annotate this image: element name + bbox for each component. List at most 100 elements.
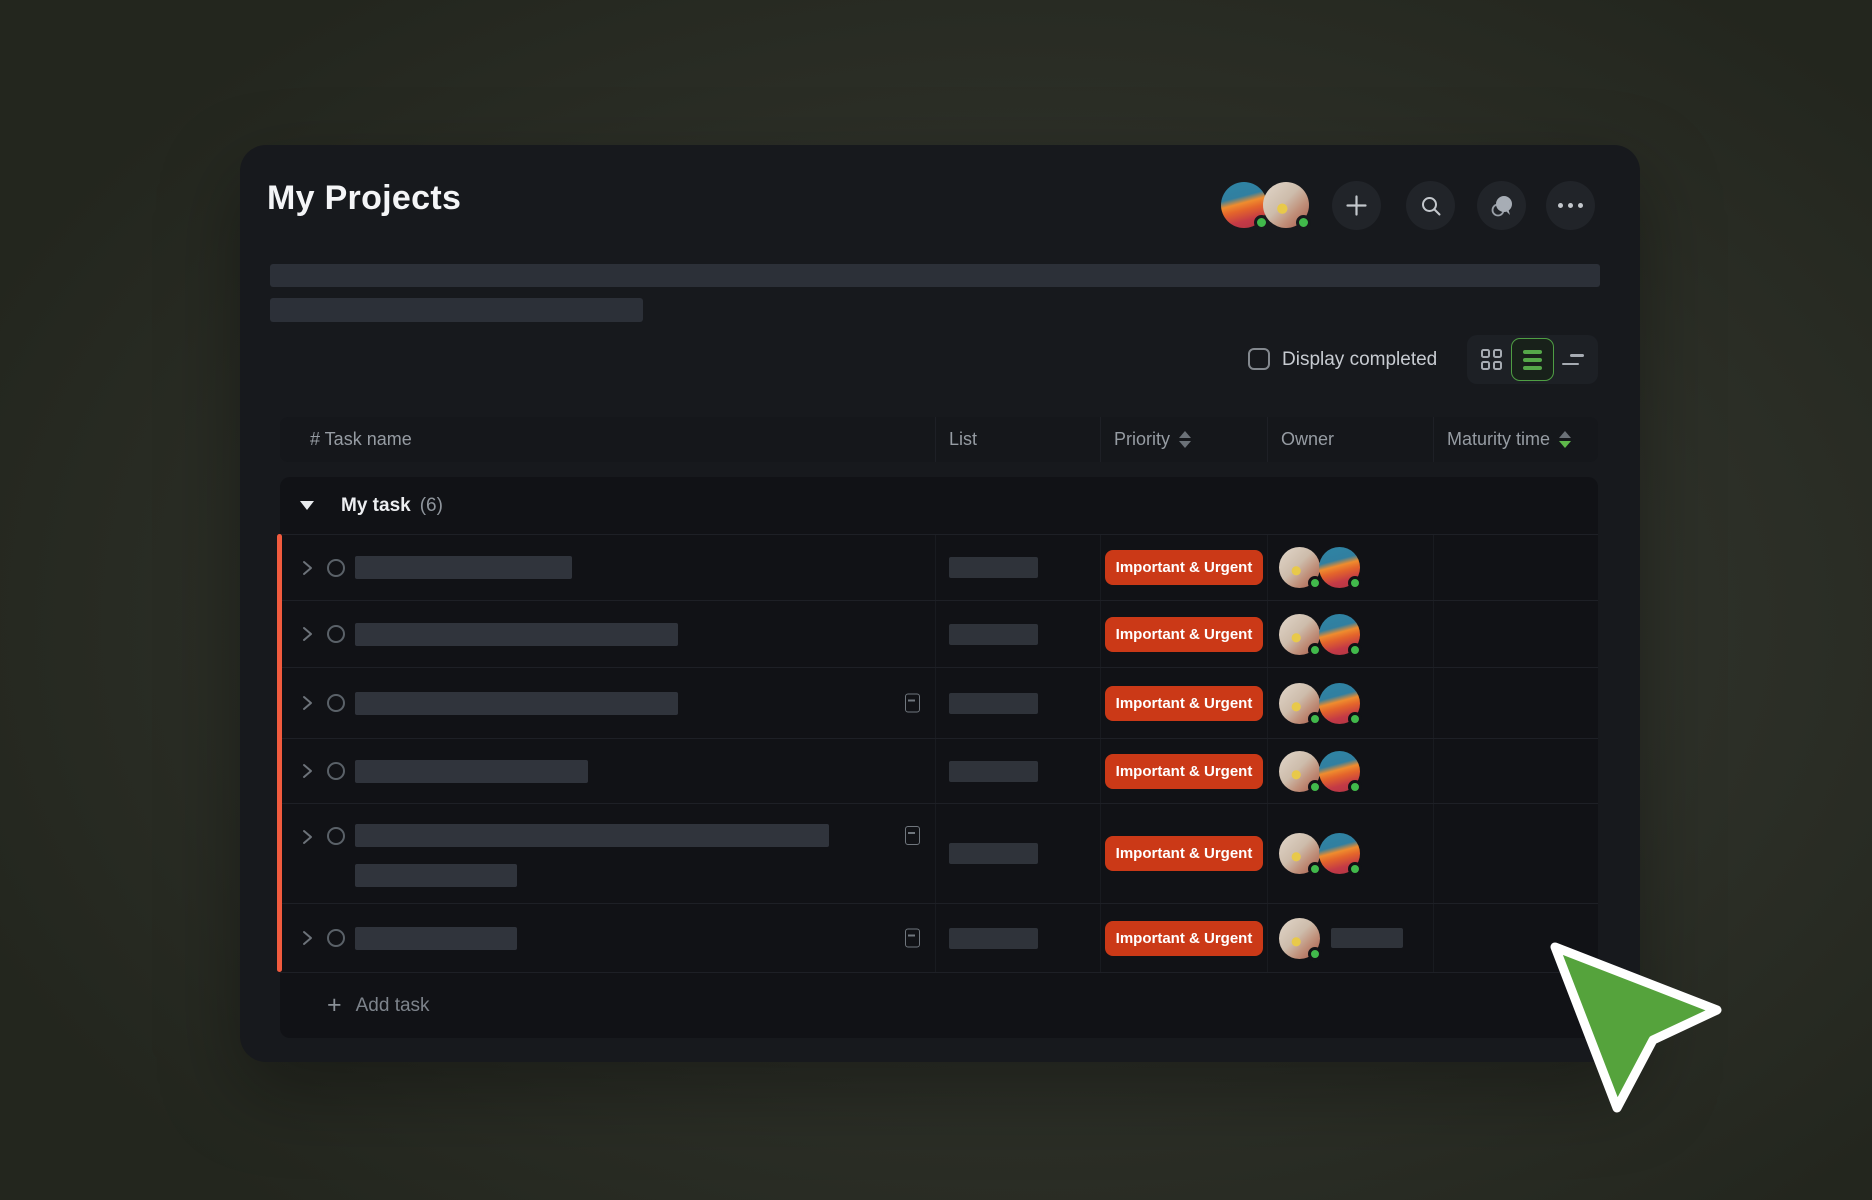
view-toggle-group [1467, 335, 1598, 384]
list-cell [935, 601, 1100, 667]
task-status-circle[interactable] [327, 762, 345, 780]
sort-icon [1179, 431, 1192, 448]
collapse-triangle-icon[interactable] [300, 501, 314, 510]
task-status-circle[interactable] [327, 929, 345, 947]
owner-avatar [1319, 547, 1362, 590]
expand-chevron-icon[interactable] [301, 626, 314, 642]
expand-chevron-icon[interactable] [301, 695, 314, 711]
expand-chevron-icon[interactable] [301, 930, 314, 946]
column-header-priority[interactable]: Priority [1100, 417, 1267, 462]
owner-cell [1267, 804, 1433, 903]
projects-panel: My Projects Display completed [240, 145, 1640, 1062]
task-title-skeleton [355, 759, 588, 783]
task-name-cell [280, 904, 935, 972]
task-row[interactable]: Important & Urgent [280, 667, 1598, 738]
group-accent-bar [277, 534, 282, 972]
chat-button[interactable] [1477, 181, 1526, 230]
column-header-maturity-time[interactable]: Maturity time [1433, 417, 1598, 462]
search-button[interactable] [1406, 181, 1455, 230]
owner-avatar [1319, 833, 1362, 876]
maturity-time-cell [1433, 535, 1598, 600]
add-button[interactable] [1332, 181, 1381, 230]
avatar[interactable] [1263, 182, 1311, 230]
owner-avatar [1279, 547, 1322, 590]
avatar[interactable] [1221, 182, 1269, 230]
task-group-row[interactable]: My task (6) [280, 477, 1598, 534]
task-row[interactable]: Important & Urgent [280, 903, 1598, 972]
owner-avatar [1319, 750, 1362, 794]
priority-cell: Important & Urgent [1100, 601, 1267, 667]
maturity-time-cell [1433, 739, 1598, 803]
owner-avatar [1279, 833, 1322, 876]
more-icon [1558, 203, 1583, 208]
priority-badge[interactable]: Important & Urgent [1104, 753, 1264, 789]
task-row[interactable]: Important & Urgent [280, 803, 1598, 903]
priority-badge[interactable]: Important & Urgent [1104, 685, 1264, 721]
owner-avatar [1319, 682, 1362, 726]
priority-cell: Important & Urgent [1100, 535, 1267, 600]
owner-cell [1267, 601, 1433, 667]
maturity-time-cell [1433, 668, 1598, 738]
owner-avatar [1279, 750, 1322, 794]
priority-badge[interactable]: Important & Urgent [1104, 836, 1264, 871]
task-name-cell [280, 739, 935, 803]
group-label: My task [341, 494, 411, 516]
more-button[interactable] [1546, 181, 1595, 230]
priority-badge[interactable]: Important & Urgent [1104, 550, 1264, 585]
owner-cell [1267, 904, 1433, 972]
column-header-list: List [935, 417, 1100, 462]
sort-view-button[interactable] [1554, 340, 1593, 380]
column-header-task-name: # Task name [310, 429, 412, 449]
task-status-circle[interactable] [327, 694, 345, 712]
note-icon [905, 928, 920, 948]
task-row[interactable]: Important & Urgent [280, 600, 1598, 667]
list-skeleton [949, 843, 1038, 864]
expand-chevron-icon[interactable] [301, 829, 314, 845]
list-cell [935, 739, 1100, 803]
grid-view-icon [1481, 349, 1503, 370]
priority-badge[interactable]: Important & Urgent [1104, 616, 1264, 652]
owner-avatar [1279, 917, 1322, 961]
owner-avatar [1279, 682, 1322, 726]
priority-cell: Important & Urgent [1100, 804, 1267, 903]
task-name-cell [280, 804, 935, 903]
task-row[interactable]: Important & Urgent [280, 738, 1598, 803]
add-task-button[interactable]: + Add task [280, 972, 1598, 1038]
task-name-cell [280, 668, 935, 738]
list-skeleton [949, 927, 1038, 949]
task-status-circle[interactable] [327, 625, 345, 643]
task-table-body: My task (6) Important & Urgent Important … [280, 477, 1598, 1038]
task-name-cell [280, 535, 935, 600]
owner-cell [1267, 535, 1433, 600]
task-name-cell [280, 601, 935, 667]
list-cell [935, 804, 1100, 903]
task-status-circle[interactable] [327, 558, 345, 577]
column-header-owner: Owner [1267, 417, 1433, 462]
maturity-time-cell [1433, 804, 1598, 903]
plus-icon [1345, 194, 1368, 217]
display-completed-checkbox[interactable] [1248, 348, 1270, 370]
sort-desc-icon [1559, 431, 1572, 448]
group-count: (6) [419, 494, 443, 516]
list-cell [935, 535, 1100, 600]
table-header: # Task name List Priority Owner Maturity… [280, 417, 1598, 462]
maturity-time-cell [1433, 904, 1598, 972]
priority-cell: Important & Urgent [1100, 904, 1267, 972]
add-task-label: Add task [355, 994, 430, 1016]
task-status-circle[interactable] [327, 827, 345, 845]
owner-cell [1267, 739, 1433, 803]
task-row[interactable]: Important & Urgent [280, 534, 1598, 600]
chat-icon [1489, 194, 1515, 218]
grid-view-button[interactable] [1472, 340, 1511, 380]
expand-chevron-icon[interactable] [301, 763, 314, 779]
description-skeleton [270, 298, 643, 322]
list-view-button[interactable] [1511, 338, 1554, 381]
list-skeleton [949, 692, 1038, 714]
expand-chevron-icon[interactable] [301, 560, 314, 576]
task-title-skeleton [355, 691, 678, 715]
owner-skeleton [1331, 928, 1403, 948]
list-view-icon [1523, 349, 1542, 370]
priority-badge[interactable]: Important & Urgent [1104, 920, 1264, 956]
maturity-time-cell [1433, 601, 1598, 667]
